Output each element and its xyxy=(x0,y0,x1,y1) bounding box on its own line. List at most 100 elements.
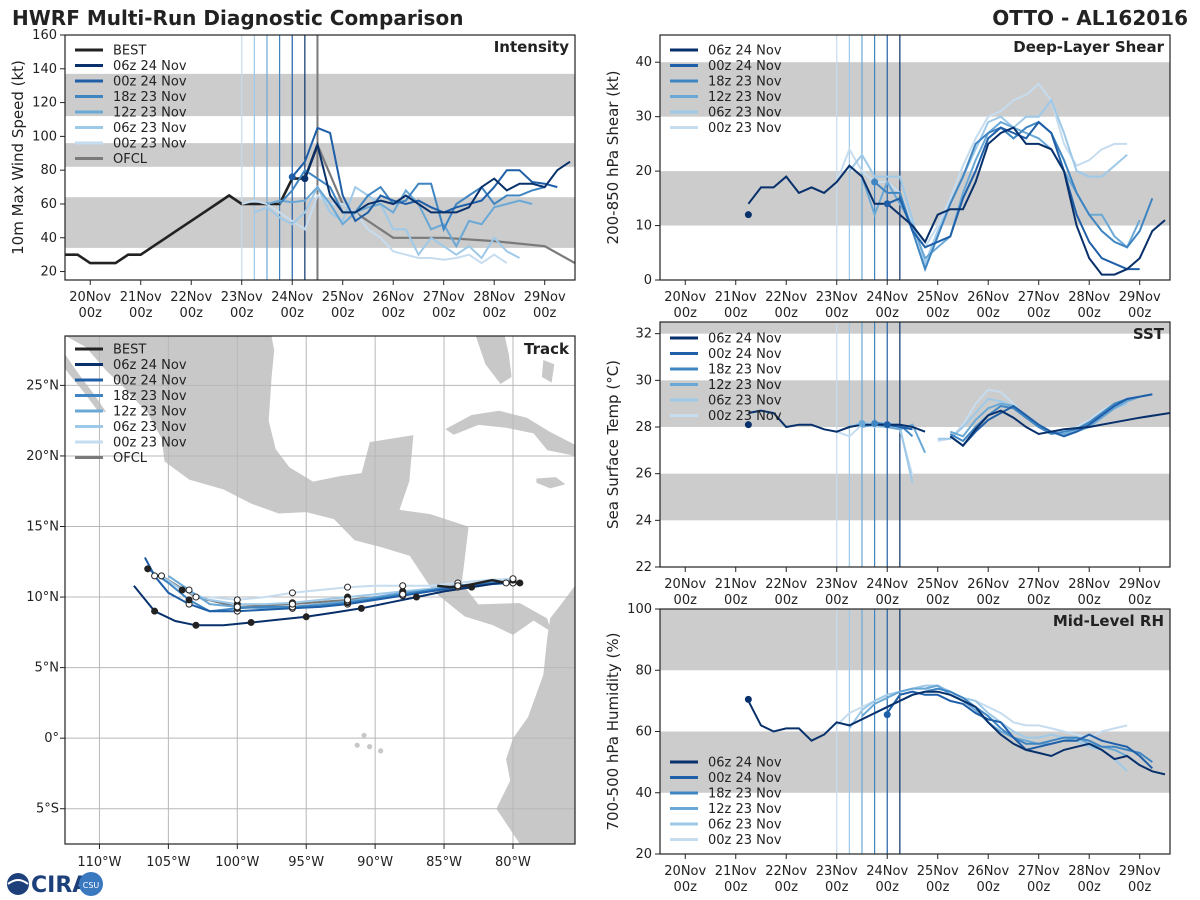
sst-xtick-label: 23Nov xyxy=(816,577,858,592)
shear-init-marker-2 xyxy=(871,178,879,186)
shear-legend-label: 00z 23 Nov xyxy=(708,121,782,136)
track-ofcl-marker xyxy=(399,590,407,598)
track-ytick-label: 0° xyxy=(44,731,59,746)
rh-legend-label: 06z 23 Nov xyxy=(708,818,782,833)
track-position-marker xyxy=(516,579,524,587)
track-legend-label: BEST xyxy=(113,343,146,358)
track-position-marker xyxy=(144,565,152,573)
shear-frame xyxy=(659,34,1171,281)
shear-series-0 xyxy=(747,126,1166,276)
sst-xtick-sublabel: 00z xyxy=(775,593,799,608)
intensity-legend-label: 00z 23 Nov xyxy=(113,137,187,152)
shear-init-marker-0 xyxy=(744,211,752,219)
rh-ytick-label: 80 xyxy=(635,663,652,678)
intensity-legend-label: 06z 24 Nov xyxy=(113,59,187,74)
rh-xtick-sublabel: 00z xyxy=(825,880,849,895)
sst-legend-label: 18z 23 Nov xyxy=(708,363,782,378)
track-position-marker xyxy=(344,583,352,591)
shear-series-1 xyxy=(886,120,1140,271)
sst-ytick-label: 24 xyxy=(635,513,652,528)
logo-seal-icon xyxy=(79,872,103,896)
shear-xtick-label: 20Nov xyxy=(664,290,706,305)
rh-xtick-label: 21Nov xyxy=(715,864,757,879)
track-position-marker xyxy=(302,613,310,621)
rh-plot-area xyxy=(660,609,1170,854)
rh-xtick-label: 23Nov xyxy=(816,864,858,879)
sst-ytick-label: 26 xyxy=(635,467,652,482)
rh-ytick-label: 40 xyxy=(635,786,652,801)
intensity-xtick-sublabel: 00z xyxy=(79,306,103,321)
track-position-marker xyxy=(412,593,420,601)
shear-series-5 xyxy=(835,82,1128,250)
intensity-band-2 xyxy=(65,73,575,117)
track-ofcl-marker xyxy=(454,582,462,590)
rh-series-0 xyxy=(747,690,1166,776)
track-position-marker xyxy=(357,604,365,612)
track-ytick-label: 10°N xyxy=(26,590,59,605)
shear-xtick-sublabel: 00z xyxy=(926,306,950,321)
intensity-legend-label: 18z 23 Nov xyxy=(113,90,187,105)
intensity-best-line xyxy=(65,144,319,265)
shear-ytick-label: 40 xyxy=(635,55,652,70)
rh-legend-label: 12z 23 Nov xyxy=(708,802,782,817)
sst-legend-label: 12z 23 Nov xyxy=(708,378,782,393)
rh-xtick-sublabel: 00z xyxy=(775,880,799,895)
intensity-series-4 xyxy=(254,184,520,260)
sst-frame xyxy=(659,321,1171,568)
intensity-legend-label: 06z 23 Nov xyxy=(113,121,187,136)
sst-xtick-sublabel: 00z xyxy=(825,593,849,608)
track-legend-label: 06z 23 Nov xyxy=(113,420,187,435)
shear-xtick-sublabel: 00z xyxy=(775,306,799,321)
land-galapagos-3 xyxy=(361,732,367,738)
track-ofcl-marker xyxy=(502,579,510,587)
rh-legend-label: 00z 24 Nov xyxy=(708,771,782,786)
track-legend-label: 18z 23 Nov xyxy=(113,389,187,404)
land-florida xyxy=(475,336,512,384)
rh-title: Mid-Level RH xyxy=(1053,612,1164,630)
rh-ylabel: 700-500 hPa Humidity (%) xyxy=(604,632,622,830)
intensity-series-0 xyxy=(303,141,571,214)
sst-band-2 xyxy=(660,322,1170,334)
rh-legend-label: 18z 23 Nov xyxy=(708,787,782,802)
rh-xtick-label: 26Nov xyxy=(967,864,1009,879)
sst-xtick-label: 25Nov xyxy=(917,577,959,592)
shear-xtick-label: 24Nov xyxy=(866,290,908,305)
track-xtick-label: 80°W xyxy=(495,855,531,870)
sst-ytick-label: 22 xyxy=(635,560,652,575)
track-position-marker xyxy=(151,572,159,580)
rh-xtick-label: 27Nov xyxy=(1018,864,1060,879)
intensity-series-2 xyxy=(278,168,545,233)
sst-band-1 xyxy=(660,380,1170,427)
intensity-series-5 xyxy=(241,193,508,265)
land-south-america xyxy=(496,585,575,844)
intensity-xtick-label: 23Nov xyxy=(221,290,263,305)
shear-ytick-label: 30 xyxy=(635,110,652,125)
intensity-xtick-sublabel: 00z xyxy=(180,306,204,321)
rh-panel: 2040608010020Nov00z21Nov00z22Nov00z23Nov… xyxy=(604,602,1171,895)
shear-xtick-label: 23Nov xyxy=(816,290,858,305)
sst-xtick-sublabel: 00z xyxy=(926,593,950,608)
track-position-marker xyxy=(185,596,193,604)
track-series-5 xyxy=(209,577,514,601)
shear-xtick-sublabel: 00z xyxy=(977,306,1001,321)
track-map-area xyxy=(65,336,575,844)
track-xtick-label: 90°W xyxy=(357,855,393,870)
intensity-ytick-label: 80 xyxy=(40,163,57,178)
intensity-series-1 xyxy=(291,126,558,223)
shear-title: Deep-Layer Shear xyxy=(1013,38,1164,56)
intensity-xtick-label: 21Nov xyxy=(120,290,162,305)
intensity-xtick-sublabel: 00z xyxy=(129,306,153,321)
cira-logo: CIRA CSU xyxy=(7,872,103,898)
intensity-xtick-sublabel: 00z xyxy=(483,306,507,321)
land-galapagos-2 xyxy=(378,748,384,754)
sst-xtick-label: 21Nov xyxy=(715,577,757,592)
rh-xtick-label: 25Nov xyxy=(917,864,959,879)
track-panel: 5°S 0° 5°N 10°N 15°N 20°N 25°N 110°W 105°W 100°W 9… xyxy=(26,335,576,870)
logo-globe-icon xyxy=(7,873,29,895)
rh-xtick-sublabel: 00z xyxy=(926,880,950,895)
shear-xtick-label: 25Nov xyxy=(917,290,959,305)
track-legend-label: 12z 23 Nov xyxy=(113,405,187,420)
